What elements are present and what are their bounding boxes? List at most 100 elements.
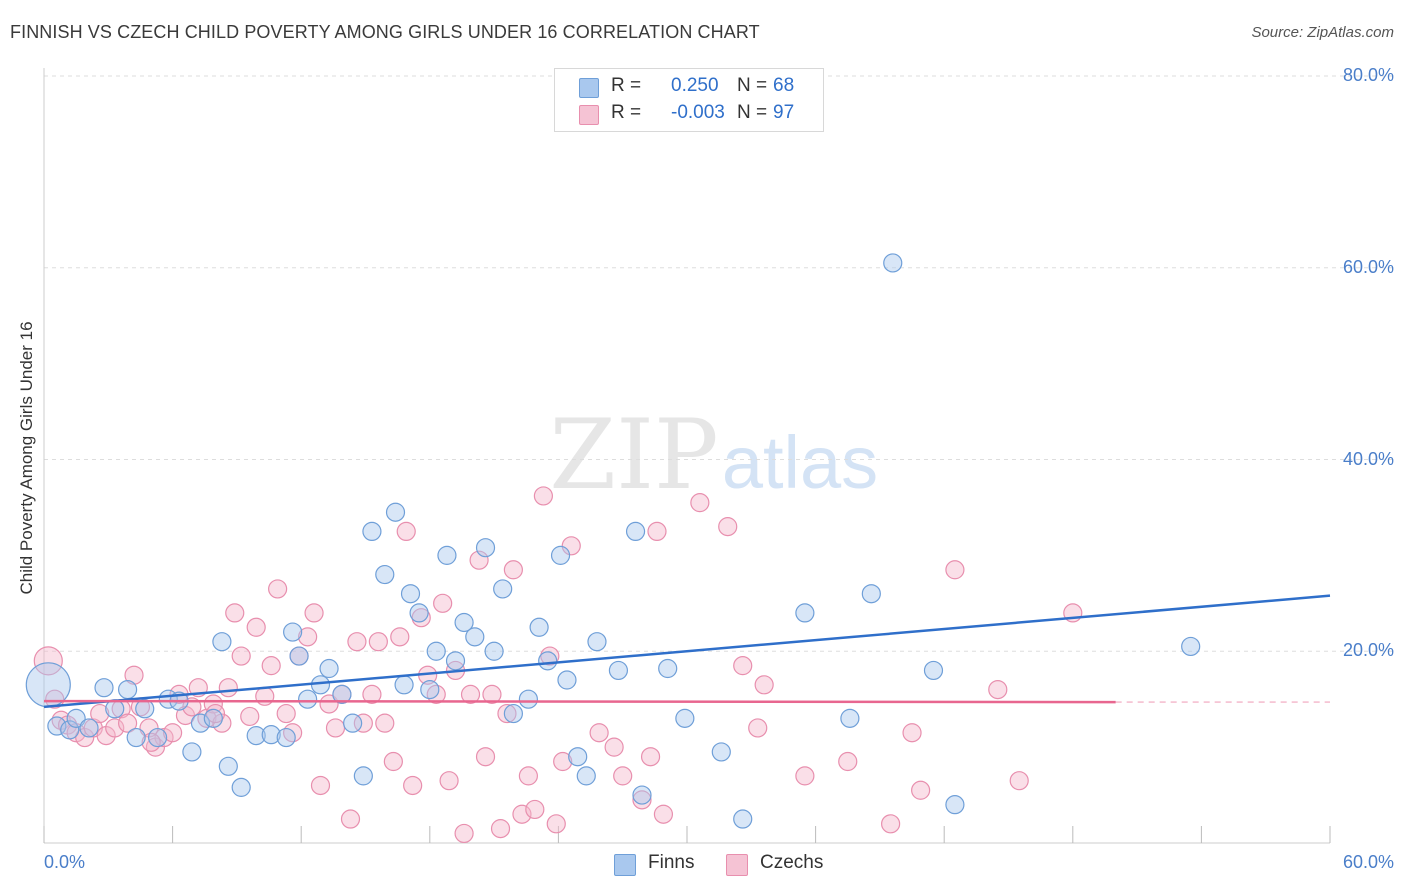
finn-point <box>343 713 363 733</box>
finn-point <box>375 564 395 585</box>
czech-point <box>613 766 633 786</box>
finn-point <box>945 795 965 815</box>
finn-point <box>475 538 496 558</box>
finn-point <box>289 646 309 666</box>
finn-point <box>632 785 652 805</box>
czech-point <box>403 775 423 796</box>
finn-point <box>400 584 421 604</box>
czech-point <box>368 632 388 652</box>
czech-point <box>475 747 496 767</box>
czechs-swatch <box>726 854 748 876</box>
finns-swatch <box>614 854 636 876</box>
czech-point <box>640 747 661 767</box>
finns-label: Finns <box>648 852 695 873</box>
finn-point <box>135 699 155 719</box>
czech-point <box>653 804 674 824</box>
czechs-swatch <box>579 105 599 125</box>
czech-point <box>347 632 367 652</box>
finn-point <box>147 727 168 748</box>
finn-point <box>795 603 815 623</box>
x-tick-label: 0.0% <box>44 852 86 872</box>
czech-point <box>733 656 753 676</box>
finn-point <box>518 689 538 709</box>
finn-point <box>117 679 138 700</box>
czech-point <box>310 775 331 796</box>
czech-point <box>632 790 652 810</box>
finn-point <box>126 727 146 748</box>
czech-point <box>754 675 774 695</box>
legend-n-value: 97 <box>773 102 795 123</box>
finn-point <box>454 612 474 633</box>
finn-point <box>503 703 523 724</box>
legend-r-value: -0.003 <box>671 102 725 123</box>
finn-point <box>190 713 211 733</box>
czech-point <box>454 823 474 844</box>
czech-point <box>225 603 245 623</box>
finn-point <box>276 727 296 748</box>
finn-point <box>538 651 558 671</box>
finn-point <box>218 756 238 776</box>
czech-point <box>497 703 517 724</box>
y-tick-label: 40.0% <box>1342 448 1394 469</box>
finn-point <box>923 660 944 681</box>
czech-point <box>124 665 144 685</box>
czech-point <box>546 814 566 834</box>
czech-point <box>795 766 815 786</box>
y-tick-label: 80.0% <box>1342 65 1394 85</box>
finn-point <box>332 684 352 704</box>
czech-point <box>718 517 738 537</box>
czech-point <box>304 603 324 623</box>
czech-point <box>1009 771 1029 791</box>
finn-point <box>426 641 446 661</box>
czech-point <box>988 679 1008 700</box>
finn-point <box>883 253 903 273</box>
czechs-trend-line <box>43 699 1116 704</box>
finn-point <box>576 766 596 786</box>
finn-point <box>394 675 414 695</box>
finn-point <box>203 708 223 728</box>
czech-point <box>748 718 768 738</box>
finn-point <box>675 708 695 728</box>
czech-point <box>469 550 489 570</box>
legend-r-label: R = <box>611 75 642 96</box>
finn-point <box>437 545 457 565</box>
finn-point <box>409 603 429 623</box>
czech-point <box>325 718 346 738</box>
finn-point <box>711 742 731 762</box>
finn-point <box>484 641 504 661</box>
czech-point <box>33 646 63 676</box>
finn-point <box>246 726 266 746</box>
czech-point <box>561 536 581 556</box>
finn-point <box>212 632 232 652</box>
czech-point <box>383 751 403 772</box>
finns-swatch <box>579 78 599 98</box>
finn-point <box>733 809 753 829</box>
y-tick-label: 20.0% <box>1342 640 1394 661</box>
chart-title: FINNISH VS CZECH CHILD POVERTY AMONG GIR… <box>10 22 760 42</box>
czech-point <box>604 737 624 757</box>
czech-point <box>261 656 281 676</box>
finn-point <box>445 651 466 671</box>
czech-point <box>482 684 502 704</box>
finn-point <box>283 622 303 642</box>
finn-point <box>94 678 114 698</box>
czech-point <box>276 703 296 724</box>
czech-point <box>105 718 125 738</box>
czech-point <box>553 751 573 772</box>
finn-point <box>529 617 549 637</box>
finn-point <box>79 718 99 738</box>
czech-point <box>246 617 266 637</box>
finn-point <box>261 725 281 745</box>
watermark-atlas: atlas <box>722 421 878 504</box>
finn-point <box>625 521 646 542</box>
czech-point <box>203 694 223 714</box>
czech-point <box>902 723 922 743</box>
source-label: Source: ZipAtlas.com <box>1251 24 1394 41</box>
czech-point <box>298 627 318 647</box>
finn-point <box>420 679 440 700</box>
finns-trend-line <box>43 594 1331 709</box>
finn-point <box>861 584 881 604</box>
finn-point <box>231 777 251 797</box>
czech-point <box>525 799 545 820</box>
